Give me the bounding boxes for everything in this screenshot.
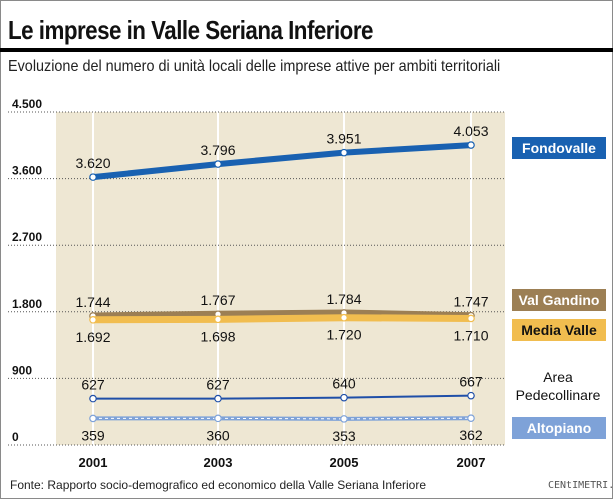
data-label-fondovalle: 3.620	[75, 155, 110, 171]
series-line-highlight-altopiano	[92, 417, 472, 420]
data-label-altopiano: 362	[459, 427, 483, 443]
legend-label-media_valle: Media Valle	[521, 322, 597, 338]
data-point-fondovalle	[467, 141, 475, 149]
data-label-area_pedecollinare: 640	[332, 376, 356, 392]
data-label-fondovalle: 3.796	[200, 142, 235, 158]
legend-label-val_gandino: Val Gandino	[519, 292, 600, 308]
series-line-media_valle	[89, 314, 475, 324]
data-point-fondovalle	[340, 148, 348, 157]
plot-area	[56, 112, 505, 445]
y-tick-label: 900	[12, 363, 32, 377]
legend-label-area_pedecollinare-line2: Pedecollinare	[516, 387, 601, 403]
data-point-area_pedecollinare	[214, 394, 222, 403]
x-tick-label: 2001	[79, 455, 108, 470]
line-chart: 0 900 1.800 2.700 3.600 4.500 2001 2003 2005 2007…	[8, 97, 606, 470]
data-point-area_pedecollinare	[89, 394, 97, 403]
data-label-area_pedecollinare: 667	[459, 374, 483, 390]
data-label-val_gandino: 1.767	[200, 292, 235, 308]
data-point-media_valle	[214, 315, 222, 324]
data-point-media_valle	[89, 315, 97, 324]
legend-label-altopiano: Altopiano	[527, 420, 592, 436]
x-tick-label: 2007	[457, 455, 486, 470]
y-tick-label: 0	[12, 430, 19, 444]
data-point-fondovalle	[89, 173, 97, 181]
data-label-area_pedecollinare: 627	[81, 377, 105, 393]
page-title: Le imprese in Valle Seriana Inferiore	[8, 15, 373, 45]
data-point-media_valle	[467, 314, 475, 323]
series-line-val_gandino	[89, 309, 475, 320]
data-point-area_pedecollinare	[467, 391, 475, 400]
watermark: CENtIMETRI.it	[548, 480, 613, 491]
series-line-area_pedecollinare	[92, 394, 472, 400]
y-tick-label: 2.700	[12, 230, 42, 244]
data-label-altopiano: 353	[332, 428, 356, 444]
legend-swatch-altopiano	[512, 417, 606, 439]
data-label-val_gandino: 1.747	[453, 294, 488, 310]
legend-swatch-media_valle	[512, 319, 606, 341]
data-label-altopiano: 360	[206, 427, 230, 443]
y-tick-label: 3.600	[12, 164, 42, 178]
chart-subtitle: Evoluzione del numero di unità locali de…	[8, 58, 501, 75]
data-point-area_pedecollinare	[340, 393, 348, 402]
data-label-altopiano: 359	[81, 427, 105, 443]
y-tick-label: 4.500	[12, 97, 42, 111]
title-rule	[0, 48, 613, 52]
data-point-altopiano	[89, 414, 97, 423]
data-label-fondovalle: 3.951	[326, 131, 361, 147]
series-line-fondovalle	[90, 142, 474, 181]
data-label-media_valle: 1.720	[326, 327, 361, 343]
data-point-media_valle	[340, 313, 348, 322]
data-label-media_valle: 1.692	[75, 329, 110, 345]
data-point-altopiano	[214, 414, 222, 423]
x-tick-label: 2003	[204, 455, 233, 470]
data-label-area_pedecollinare: 627	[206, 377, 230, 393]
data-label-fondovalle: 4.053	[453, 123, 488, 139]
data-label-val_gandino: 1.744	[75, 294, 110, 310]
legend-label-area_pedecollinare: Area	[543, 369, 573, 385]
data-label-media_valle: 1.698	[200, 328, 235, 344]
legend-swatch-val_gandino	[512, 289, 606, 311]
data-label-media_valle: 1.710	[453, 327, 488, 343]
y-tick-label: 1.800	[12, 297, 42, 311]
data-point-altopiano	[340, 415, 348, 423]
legend-label-fondovalle: Fondovalle	[522, 140, 596, 156]
data-point-fondovalle	[214, 160, 222, 168]
legend-swatch-fondovalle	[512, 137, 606, 159]
x-tick-label: 2005	[330, 455, 359, 470]
data-point-altopiano	[467, 414, 475, 423]
source-note: Fonte: Rapporto socio-demografico ed eco…	[10, 478, 427, 492]
data-label-val_gandino: 1.784	[326, 291, 361, 307]
